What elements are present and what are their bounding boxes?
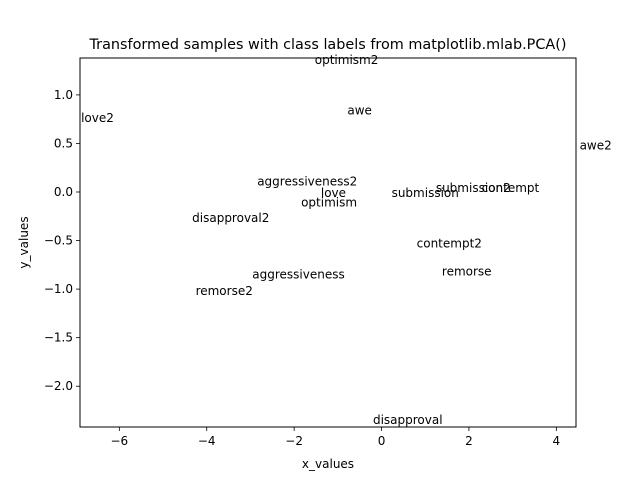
x-tick-label: −4 bbox=[198, 434, 216, 448]
y-tick-label: 0.0 bbox=[54, 185, 73, 199]
x-tick-label: 2 bbox=[465, 434, 473, 448]
x-tick-label: −6 bbox=[110, 434, 128, 448]
x-axis: −6 −4 −2 0 2 4 bbox=[110, 427, 560, 448]
y-axis-label: y_values bbox=[17, 216, 31, 268]
axes-frame bbox=[79, 57, 577, 428]
data-point-label: remorse bbox=[442, 265, 492, 279]
data-point-label: love2 bbox=[81, 111, 114, 125]
y-tick-label: −2.0 bbox=[44, 379, 73, 393]
y-tick-label: −1.5 bbox=[44, 331, 73, 345]
data-point-label: submission bbox=[392, 186, 459, 200]
data-point-label: disapproval2 bbox=[192, 211, 269, 225]
chart-title: Transformed samples with class labels fr… bbox=[89, 37, 567, 53]
data-point-label: awe bbox=[347, 103, 372, 117]
x-tick-label: 4 bbox=[553, 434, 561, 448]
data-point-label: remorse2 bbox=[196, 284, 253, 298]
data-point-label: awe2 bbox=[580, 138, 612, 152]
data-point-label: submission2 bbox=[436, 181, 511, 195]
x-tick-label: 0 bbox=[378, 434, 386, 448]
data-point-label: optimism bbox=[301, 196, 357, 210]
data-point-label: aggressiveness bbox=[252, 268, 344, 282]
plot-area: optimism2 awe love2 awe2 aggressiveness2love… bbox=[81, 53, 612, 427]
data-point-label: love bbox=[321, 186, 346, 200]
x-axis-label: x_values bbox=[302, 457, 354, 471]
y-tick-label: 0.5 bbox=[54, 136, 73, 150]
data-point-label: aggressiveness2 bbox=[257, 174, 357, 188]
data-point-label: contempt bbox=[482, 181, 540, 195]
y-tick-label: 1.0 bbox=[54, 88, 73, 102]
y-axis: 1.0 0.5 0.0 −0.5 −1.0 −1.5 −2.0 bbox=[44, 88, 80, 393]
x-tick-label: −2 bbox=[285, 434, 303, 448]
data-point-label: contempt2 bbox=[417, 236, 482, 250]
y-tick-label: −0.5 bbox=[44, 234, 73, 248]
data-point-label: optimism2 bbox=[315, 53, 379, 67]
data-point-label: disapproval bbox=[373, 413, 443, 427]
y-tick-label: −1.0 bbox=[44, 282, 73, 296]
